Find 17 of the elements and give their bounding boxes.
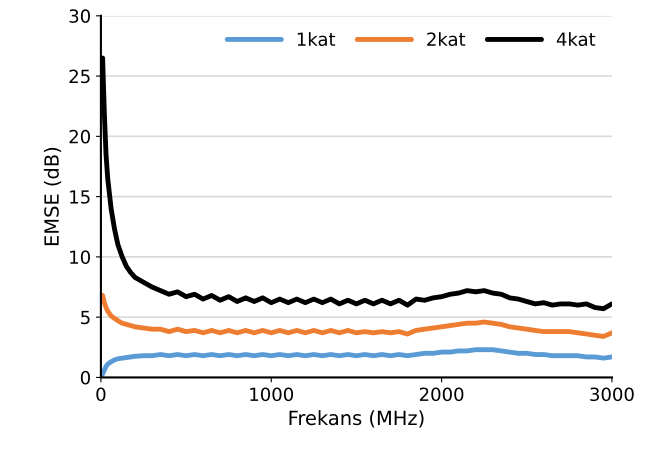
x-tick-label: 2000	[420, 387, 464, 402]
y-tick-label: 0	[80, 370, 90, 385]
x-tick-label: 1000	[250, 387, 294, 402]
y-axis-title: EMSE (dB)	[44, 148, 62, 246]
x-tick-label: 3000	[590, 387, 634, 402]
legend-label: 1kat	[298, 32, 336, 46]
x-tick-label: 0	[96, 387, 106, 402]
y-tick-label: 15	[70, 190, 90, 204]
y-tick-label: 5	[81, 310, 90, 324]
y-tick-label: 10	[70, 250, 90, 264]
y-tick-label: 20	[70, 130, 90, 144]
y-tick-label: 25	[70, 70, 90, 84]
legend-label: 2kat	[427, 32, 466, 46]
x-axis-title: Frekans (MHz)	[290, 410, 424, 428]
line-series	[100, 293, 612, 339]
legend-label: 4kat	[556, 32, 596, 46]
y-tick-label: 30	[70, 9, 90, 23]
